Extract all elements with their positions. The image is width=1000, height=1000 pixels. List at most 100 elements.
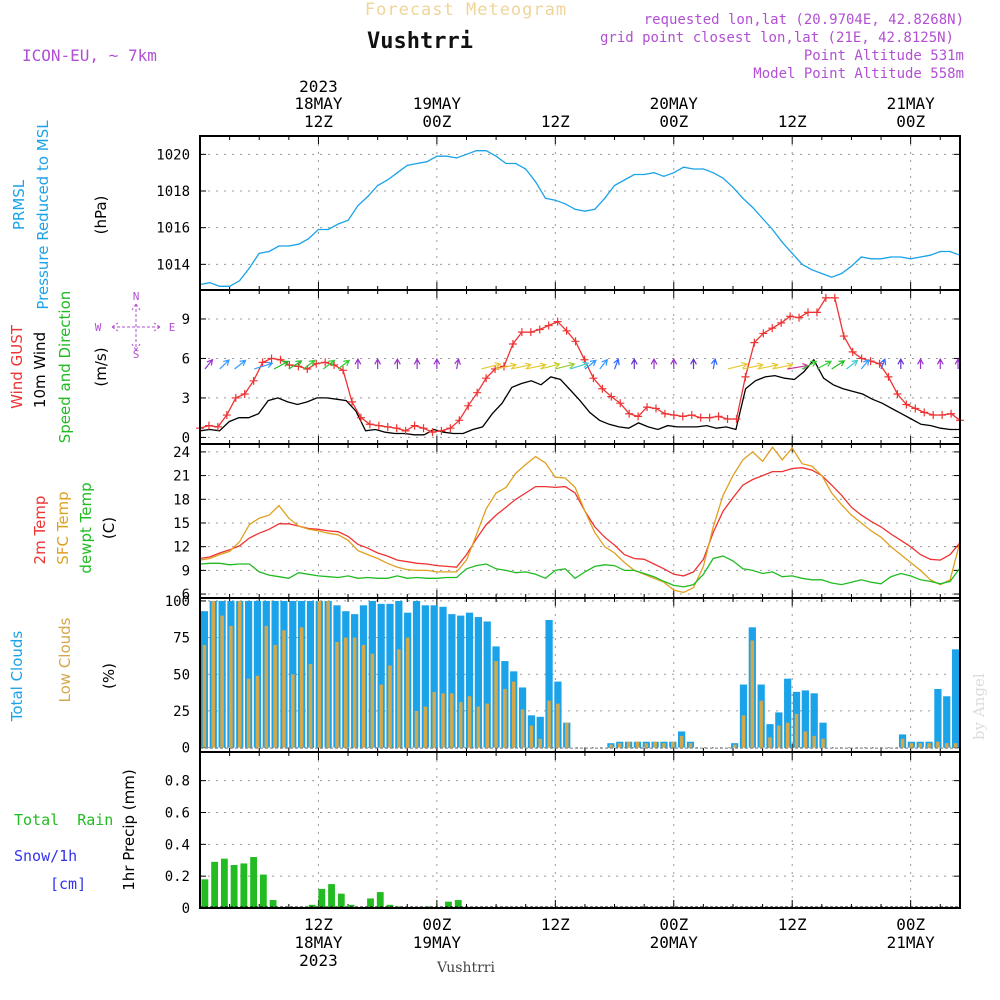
low-cloud-bar: [520, 709, 525, 748]
total-cloud-bar: [536, 716, 544, 748]
rain-bar: [240, 863, 248, 908]
low-cloud-bar: [547, 700, 551, 748]
pressure-point: [949, 250, 951, 253]
low-cloud-bar: [564, 722, 569, 748]
pressure-point: [367, 195, 369, 198]
temperature-ytick-label: 18: [173, 492, 190, 508]
pressure-point: [791, 252, 793, 254]
pressure-point: [811, 269, 813, 271]
wind-gust-marker: [392, 424, 401, 433]
low-cloud-bar: [476, 706, 481, 748]
wind-barb: [742, 362, 765, 370]
pressure-point: [732, 186, 734, 188]
top-year-label: 2023: [299, 77, 338, 96]
wind-gust-marker: [759, 329, 768, 338]
wind-barb: [234, 359, 247, 370]
wind-gust-marker: [884, 372, 893, 381]
pressure-point: [574, 208, 576, 210]
pressure-point: [298, 243, 300, 245]
pressure-frame: [199, 135, 961, 291]
pressure-point: [752, 206, 754, 209]
watermark: by Angel: [970, 673, 988, 740]
pressure-point: [850, 265, 853, 267]
low-cloud-bar: [503, 688, 507, 748]
low-cloud-bar: [291, 674, 295, 748]
low-cloud-bar: [414, 710, 419, 748]
low-cloud-bar: [927, 743, 931, 748]
model-label: ICON-EU, ~ 7km: [22, 46, 157, 65]
wind-gust-marker: [616, 399, 625, 408]
wind-gust-marker: [240, 389, 249, 398]
pressure-point: [554, 199, 556, 201]
wind-barb: [897, 357, 905, 369]
pressure-point: [426, 161, 428, 163]
rain-bar: [347, 904, 355, 908]
low-cloud-bar: [308, 664, 313, 748]
wind-ytick-label: 9: [182, 312, 190, 328]
wind-gust-marker: [902, 400, 911, 409]
wind-gust-marker: [741, 372, 750, 381]
wind-gust-marker: [660, 409, 669, 418]
wind-gust-marker: [929, 411, 938, 420]
snow-legend: Snow/1h: [14, 847, 77, 865]
pressure-point: [495, 155, 497, 157]
wind-gust-marker: [723, 414, 732, 423]
low-cloud-bar: [918, 743, 922, 748]
wind-barb: [555, 361, 576, 370]
low-cloud-bar: [538, 738, 542, 748]
station-title: Vushtrri: [367, 29, 473, 54]
wind-gust-marker: [875, 359, 884, 368]
wind-barb: [374, 357, 382, 369]
low-cloud-bar: [264, 625, 269, 748]
pressure-point: [929, 254, 931, 256]
pressure-point: [712, 172, 714, 174]
wind-gust-marker: [231, 393, 240, 402]
pressure-point: [673, 172, 675, 174]
rain-bar: [308, 904, 316, 908]
wind-barb: [433, 357, 441, 369]
pressure-point: [633, 173, 635, 176]
pressure-point: [860, 256, 862, 258]
pressure-ytick-label: 1016: [156, 221, 190, 237]
bottom-hour-label: 00Z: [422, 915, 451, 934]
pressure-point: [900, 256, 902, 258]
low-cloud-title: Low Clouds: [56, 617, 74, 702]
point-altitude: Point Altitude 531m: [804, 48, 964, 64]
pressure-point: [386, 179, 389, 181]
snow-unit: [cm]: [50, 875, 86, 893]
wind-barb: [630, 357, 638, 369]
wind-unit: (m/s): [92, 347, 110, 386]
wind-gust-marker: [777, 318, 786, 327]
temperature-ytick-label: 24: [173, 445, 190, 461]
pressure-point: [870, 258, 872, 260]
wind-barb: [727, 361, 749, 370]
low-cloud-bar: [388, 665, 392, 748]
wind-gust-marker: [356, 413, 365, 422]
wind-barb: [303, 359, 316, 370]
wind-gust-marker: [821, 293, 830, 302]
wind-frame: [199, 289, 961, 445]
wind-gust-marker: [705, 413, 714, 422]
pressure-point: [525, 168, 527, 170]
rain-bar: [454, 900, 462, 908]
low-cloud-bar: [953, 743, 958, 748]
low-cloud-bar: [609, 744, 613, 748]
pressure-point: [613, 184, 616, 187]
total-cloud-bar: [483, 621, 491, 748]
rain-bar: [250, 857, 257, 908]
total-cloud-bar: [430, 605, 438, 748]
wind-gust-marker: [732, 414, 741, 423]
bottom-hour-label: 12Z: [778, 915, 807, 934]
total-cloud-bar: [545, 620, 553, 748]
top-date-label: 18MAY: [294, 94, 343, 113]
low-cloud-bar: [211, 600, 216, 748]
pressure-point: [278, 245, 280, 247]
wind-gust-marker: [652, 404, 660, 413]
low-cloud-bar: [326, 600, 330, 748]
wind-gust-marker: [365, 420, 374, 429]
pressure-point: [683, 166, 685, 168]
pressure-point: [377, 184, 379, 187]
low-cloud-bar: [220, 615, 224, 748]
wind-gust-marker: [374, 421, 383, 430]
